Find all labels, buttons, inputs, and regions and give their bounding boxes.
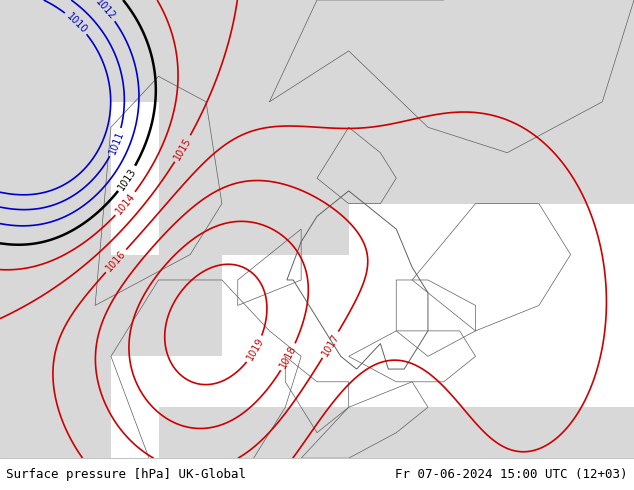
Polygon shape — [158, 407, 634, 458]
Polygon shape — [349, 102, 634, 204]
Text: 1016: 1016 — [104, 248, 128, 273]
Text: Fr 07-06-2024 15:00 UTC (12+03): Fr 07-06-2024 15:00 UTC (12+03) — [395, 467, 628, 481]
Text: 1015: 1015 — [172, 136, 193, 162]
Text: 1012: 1012 — [93, 0, 117, 22]
Text: 1017: 1017 — [320, 332, 341, 358]
Polygon shape — [0, 0, 111, 458]
Polygon shape — [0, 254, 222, 356]
Text: 1013: 1013 — [116, 166, 138, 192]
Text: 1019: 1019 — [245, 336, 266, 363]
Text: 1018: 1018 — [278, 344, 299, 370]
Polygon shape — [0, 0, 634, 102]
Text: Surface pressure [hPa] UK-Global: Surface pressure [hPa] UK-Global — [6, 467, 247, 481]
Text: 1010: 1010 — [64, 11, 89, 35]
Polygon shape — [158, 102, 349, 254]
Text: 1014: 1014 — [114, 191, 137, 217]
Text: 1011: 1011 — [107, 129, 126, 156]
